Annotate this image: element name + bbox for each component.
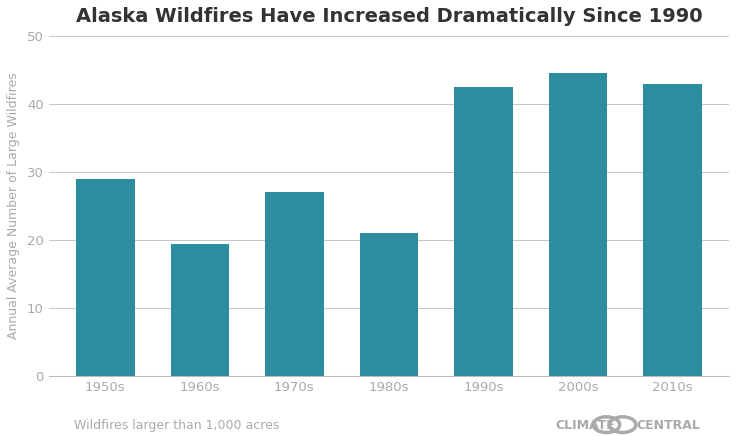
Text: CENTRAL: CENTRAL <box>637 419 701 432</box>
Bar <box>548 73 607 376</box>
Y-axis label: Annual Average Number of Large Wildfires: Annual Average Number of Large Wildfires <box>7 73 20 340</box>
Bar <box>360 233 418 376</box>
Bar <box>76 179 135 376</box>
Text: Wildfires larger than 1,000 acres: Wildfires larger than 1,000 acres <box>74 419 279 432</box>
Bar <box>454 87 513 376</box>
Text: CLIMATE: CLIMATE <box>556 419 615 432</box>
Bar <box>171 244 229 376</box>
Bar <box>643 84 701 376</box>
Title: Alaska Wildfires Have Increased Dramatically Since 1990: Alaska Wildfires Have Increased Dramatic… <box>76 7 702 26</box>
Bar <box>265 192 324 376</box>
